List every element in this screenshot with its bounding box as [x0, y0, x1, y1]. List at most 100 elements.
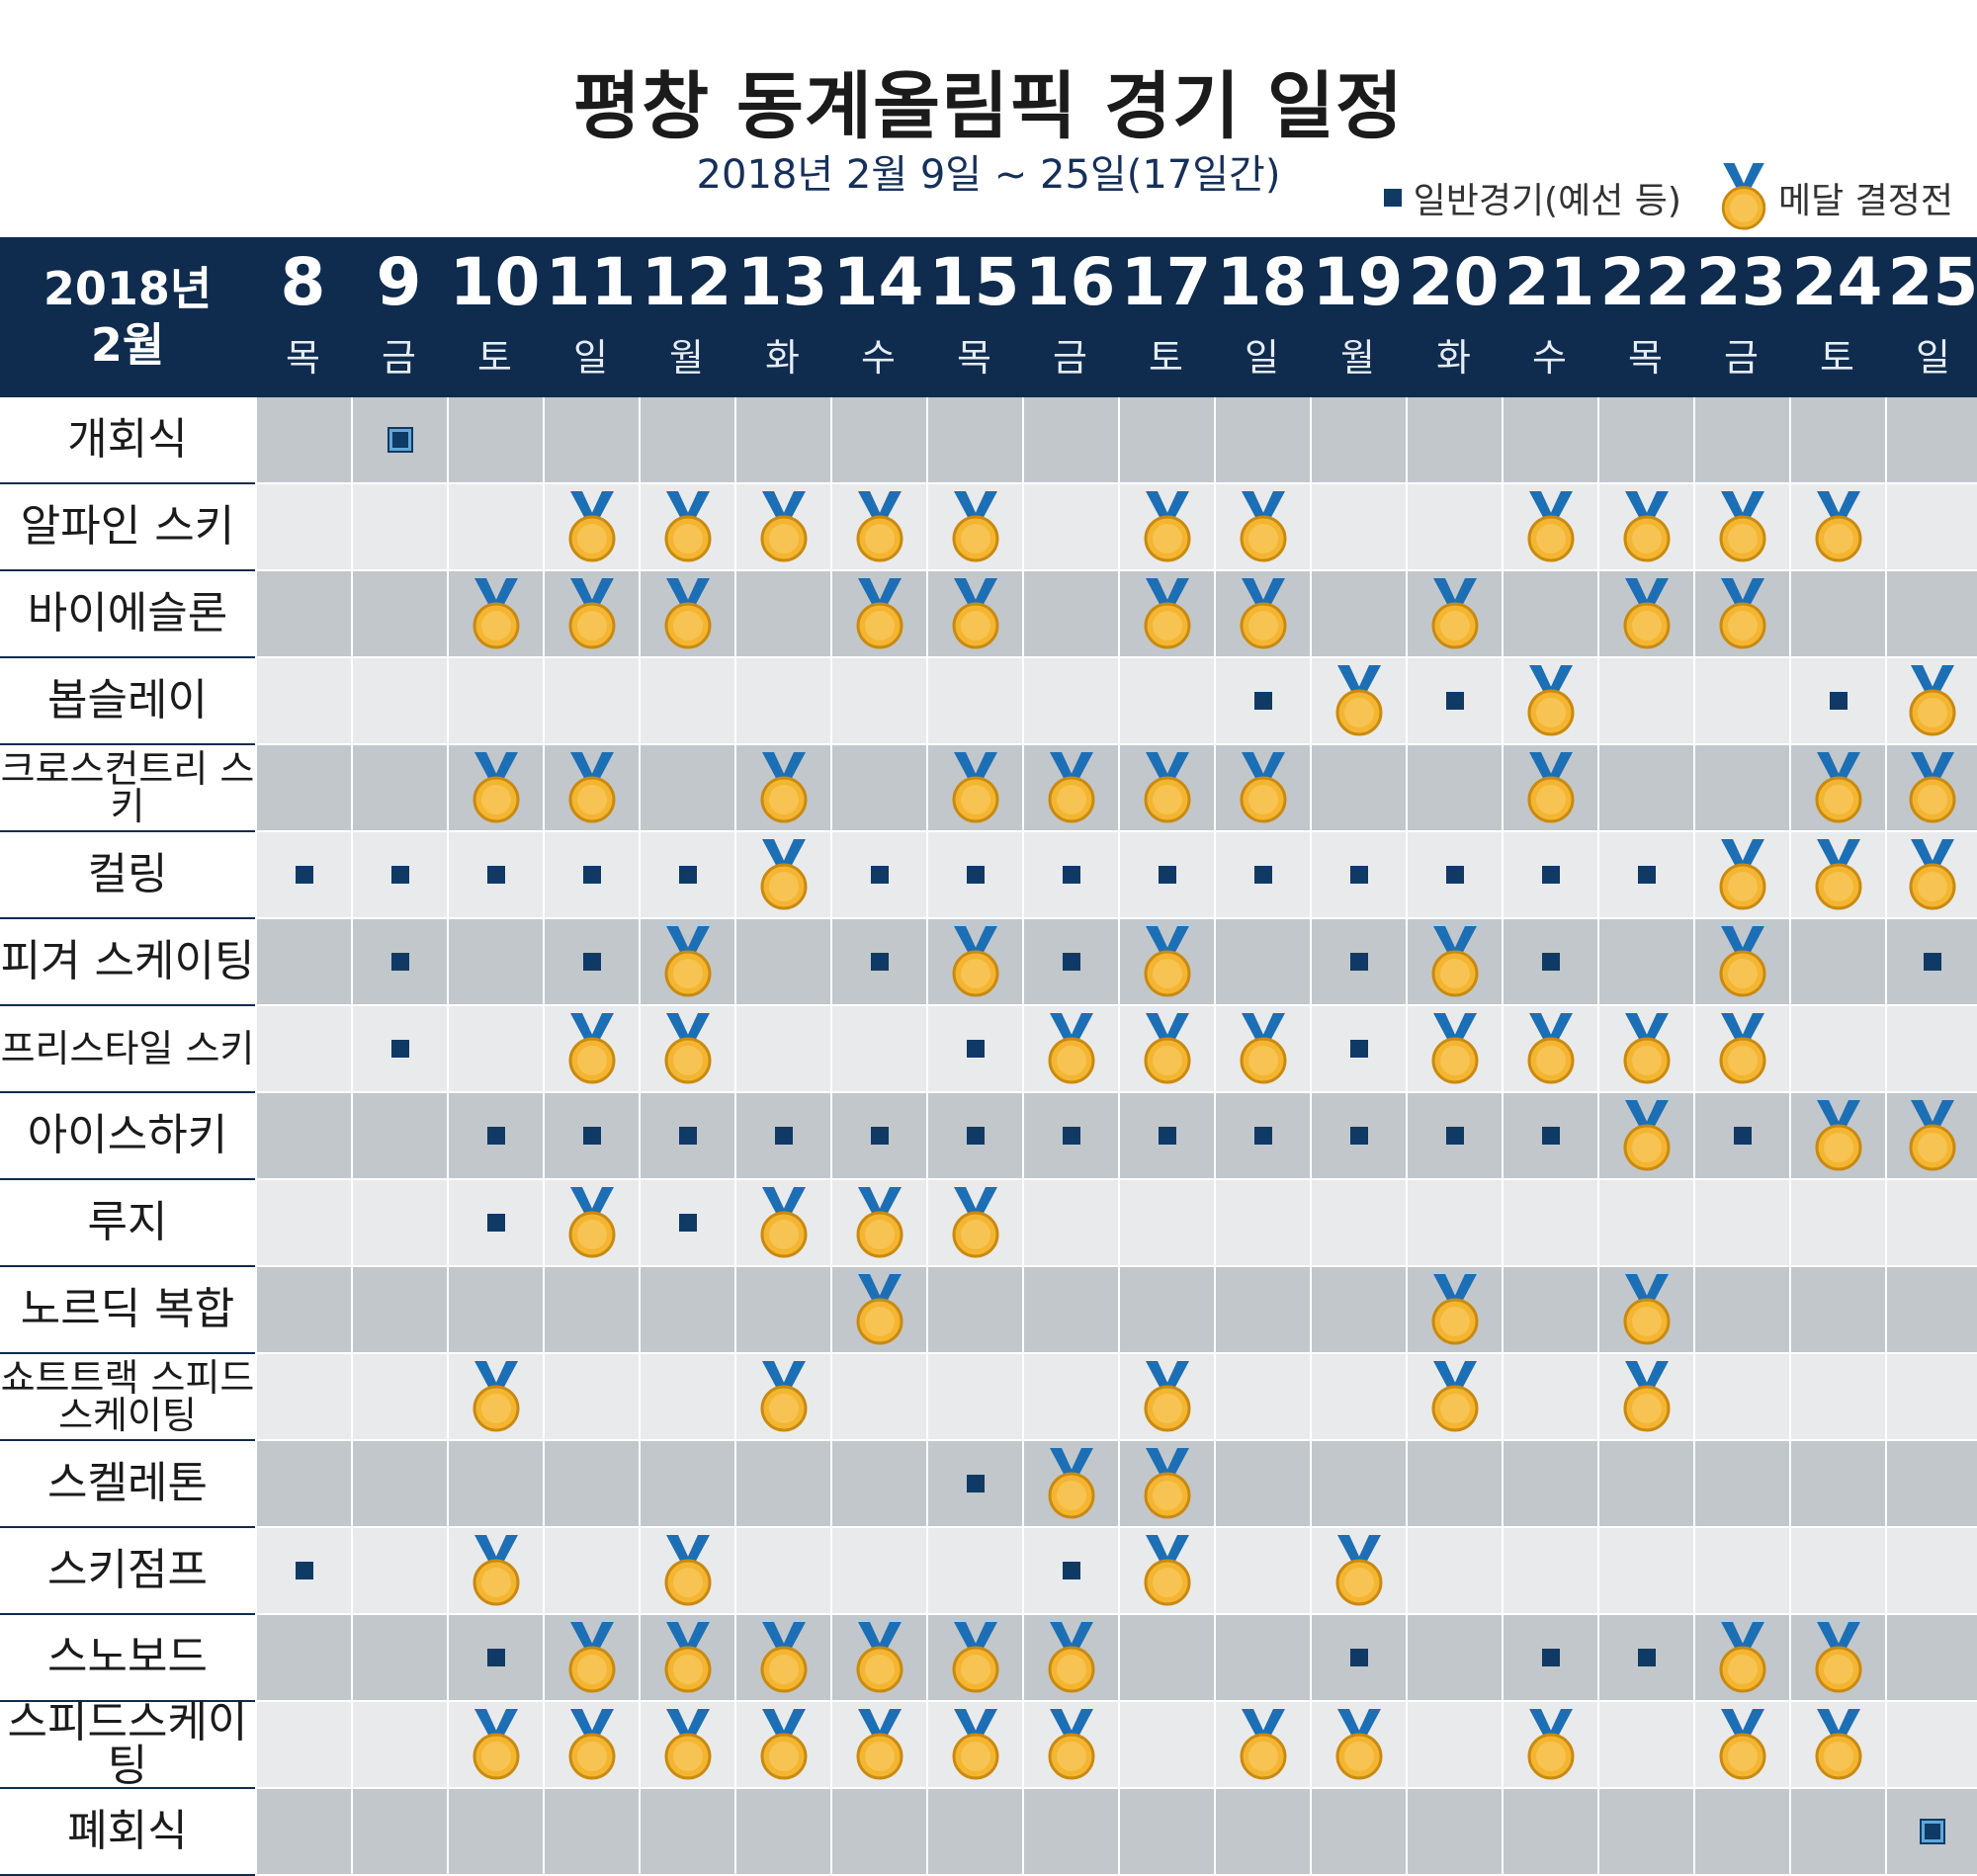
schedule-cell — [1597, 1441, 1693, 1526]
schedule-cell — [926, 1702, 1022, 1787]
medal-icon — [1431, 1361, 1478, 1432]
header-weekday: 금 — [1053, 335, 1087, 380]
schedule-cell — [543, 1180, 639, 1265]
schedule-cell — [1502, 832, 1597, 917]
header-weekday: 월 — [669, 335, 704, 380]
regular-game-marker — [966, 1040, 985, 1058]
schedule-cell — [255, 1789, 351, 1874]
medal-icon — [1719, 1709, 1765, 1780]
schedule-cell — [926, 1093, 1022, 1178]
schedule-cell — [351, 1789, 447, 1874]
schedule-cell — [639, 1615, 734, 1700]
regular-game-marker — [1445, 866, 1464, 884]
regular-game-marker — [1637, 866, 1656, 884]
regular-game-marker — [1349, 1040, 1368, 1058]
medal-icon — [1335, 1535, 1382, 1606]
schedule-cell — [1597, 1702, 1693, 1787]
schedule-cell — [830, 919, 926, 1004]
medal-icon — [1335, 1709, 1382, 1780]
regular-game-marker — [582, 866, 601, 884]
medal-icon — [664, 926, 711, 997]
schedule-cell — [1022, 1528, 1118, 1613]
header-year: 2018년 — [43, 261, 213, 315]
schedule-cell — [351, 1267, 447, 1352]
schedule-row: 아이스하키 — [0, 1093, 1977, 1180]
schedule-cell — [543, 1267, 639, 1352]
regular-game-marker — [678, 1127, 697, 1145]
regular-game-marker — [966, 1127, 985, 1145]
schedule-cell — [1693, 1441, 1789, 1526]
schedule-cell — [1693, 571, 1789, 656]
schedule-cell — [1693, 1702, 1789, 1787]
medal-icon — [760, 839, 807, 910]
schedule-cell — [1885, 1615, 1977, 1700]
regular-game-marker — [1349, 1127, 1368, 1145]
medal-icon — [1144, 752, 1190, 823]
schedule-cell — [255, 1702, 351, 1787]
regular-game-marker — [966, 866, 985, 884]
regular-game-marker — [678, 866, 697, 884]
schedule-cell — [1118, 745, 1214, 830]
schedule-cell — [734, 1180, 830, 1265]
schedule-cell — [1118, 1528, 1214, 1613]
schedule-cell — [734, 1615, 830, 1700]
regular-game-marker — [678, 1214, 697, 1232]
medal-icon — [473, 578, 519, 649]
schedule-cell — [1406, 484, 1502, 569]
schedule-cell — [1693, 1006, 1789, 1091]
medal-icon — [760, 1709, 807, 1780]
medal-icon — [473, 752, 519, 823]
medal-icon — [1623, 1361, 1670, 1432]
schedule-cell — [255, 745, 351, 830]
schedule-cell — [1406, 919, 1502, 1004]
schedule-cell — [543, 1528, 639, 1613]
schedule-cell — [1789, 1267, 1885, 1352]
row-divider — [0, 656, 255, 658]
schedule-cell — [926, 1441, 1022, 1526]
event-label: 바이에슬론 — [0, 571, 255, 656]
schedule-cell — [1310, 1267, 1406, 1352]
schedule-cell — [1022, 1789, 1118, 1874]
schedule-cell — [1885, 484, 1977, 569]
medal-icon — [760, 752, 807, 823]
schedule-cell — [639, 745, 734, 830]
schedule-cell — [255, 1006, 351, 1091]
schedule-cell — [926, 1615, 1022, 1700]
regular-game-marker — [1349, 1649, 1368, 1666]
schedule-cell — [734, 1789, 830, 1874]
row-divider — [0, 1178, 255, 1180]
schedule-cell — [447, 484, 543, 569]
schedule-cell — [1214, 1615, 1310, 1700]
header-day-number: 16 — [1024, 244, 1116, 320]
schedule-cell — [1118, 1180, 1214, 1265]
schedule-cell — [926, 1789, 1022, 1874]
header-day-19: 19 월 — [1310, 237, 1406, 397]
schedule-cell — [447, 1180, 543, 1265]
schedule-cell — [1885, 919, 1977, 1004]
schedule-row: 알파인 스키 — [0, 484, 1977, 571]
schedule-cell — [734, 1354, 830, 1439]
regular-game-marker — [582, 953, 601, 971]
schedule-cell — [1789, 484, 1885, 569]
schedule-cell — [1214, 484, 1310, 569]
schedule-cell — [1310, 1006, 1406, 1091]
schedule-cell — [1789, 1702, 1885, 1787]
schedule-cell — [543, 745, 639, 830]
schedule-cell — [639, 571, 734, 656]
legend: 일반경기(예선 등) 메달 결정전 — [1383, 163, 1953, 232]
schedule-cell — [255, 1354, 351, 1439]
header-day-17: 17 토 — [1118, 237, 1214, 397]
header-weekday: 금 — [1724, 335, 1759, 380]
schedule-cell — [639, 919, 734, 1004]
schedule-cell — [734, 484, 830, 569]
schedule-cell — [1597, 1180, 1693, 1265]
schedule-cell — [926, 397, 1022, 482]
regular-game-marker — [1349, 866, 1368, 884]
schedule-cell — [1406, 1093, 1502, 1178]
regular-game-marker — [582, 1127, 601, 1145]
schedule-cell — [351, 1441, 447, 1526]
medal-icon — [1719, 491, 1765, 562]
schedule-cell — [830, 658, 926, 743]
schedule-row: 피겨 스케이팅 — [0, 919, 1977, 1006]
